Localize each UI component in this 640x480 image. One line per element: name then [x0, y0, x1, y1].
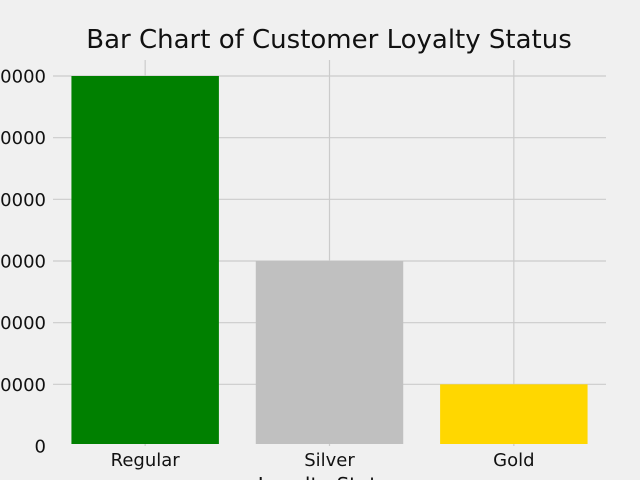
y-tick-label: 0: [35, 437, 46, 458]
x-tick-label: Regular: [111, 450, 181, 471]
y-tick-label: 60000: [0, 67, 46, 88]
bar-regular: [71, 76, 219, 444]
y-tick-label: 40000: [0, 190, 46, 211]
bars: [71, 76, 588, 444]
x-tick-label: Gold: [493, 450, 534, 471]
bar-silver: [255, 261, 404, 444]
y-tick-label: 50000: [0, 128, 46, 149]
y-tick-label: 10000: [0, 375, 46, 396]
x-tick-label: Silver: [304, 450, 355, 471]
y-tick-label: 30000: [0, 252, 46, 273]
x-tick-labels: Regular Silver Gold: [111, 450, 535, 471]
y-tick-labels: 0 10000 20000 30000 40000 50000 60000: [0, 67, 46, 458]
x-axis-label: Loyalty Status: [258, 473, 400, 480]
chart-title: Bar Chart of Customer Loyalty Status: [86, 25, 572, 55]
bar-gold: [440, 384, 588, 444]
y-tick-label: 20000: [0, 313, 46, 334]
